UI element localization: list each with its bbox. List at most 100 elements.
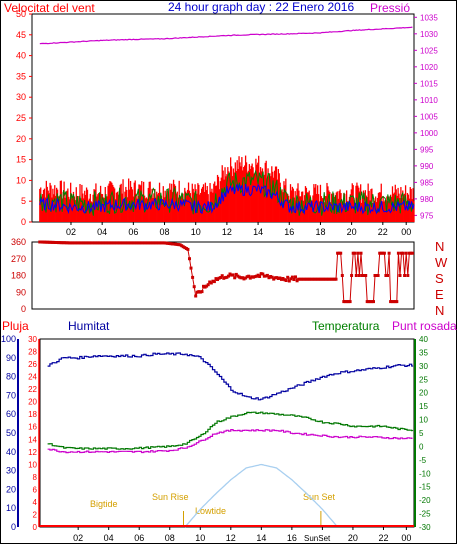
wind-direction-point (205, 284, 209, 288)
wind-direction-point (163, 241, 166, 245)
wind-direction-point (209, 281, 213, 285)
wind-direction-point (227, 274, 230, 278)
wind-axis-tick-label: 20 (16, 134, 26, 144)
solar-radiation-curve (184, 463, 337, 528)
wind-axis-tick-label: 5 (21, 196, 26, 206)
wind-direction-point (247, 274, 251, 278)
wind-direction-point (97, 241, 101, 245)
wind-direction-point (381, 251, 385, 255)
compass-s: S (435, 271, 444, 286)
pressure-axis-tick-label: 980 (420, 195, 434, 204)
wind-direction-point (63, 241, 67, 245)
wind-direction-point (178, 243, 182, 247)
x-axis-tick-label: 08 (165, 533, 175, 543)
wind-direction-point (125, 241, 129, 245)
wind-direction-point (373, 274, 377, 277)
wind-direction-point (61, 241, 65, 245)
wind-direction-point (350, 274, 354, 277)
sunrise-label: Sun Rise (152, 492, 189, 502)
pressure-axis-tick-label: 975 (420, 211, 434, 220)
wind-direction-point (398, 274, 402, 277)
wind-direction-point (284, 279, 288, 282)
wind-direction-point (365, 300, 369, 304)
wind-direction-point (198, 290, 202, 294)
direction-axis-tick-label: 180 (11, 271, 26, 281)
wind-direction-point (219, 276, 223, 279)
wind-direction-point (401, 251, 405, 255)
x-axis-tick-label: 04 (97, 227, 107, 237)
wind-direction-point (348, 300, 352, 304)
x-axis-tick-label: 12 (226, 533, 236, 543)
wind-direction-point (197, 290, 201, 294)
dewpoint-label: Punt rosada (392, 319, 457, 333)
pressure-line (39, 26, 413, 45)
wind-direction-point (233, 276, 237, 280)
wind-direction-point (362, 274, 366, 277)
temperature-axis-tick-label: 25 (419, 375, 428, 384)
wind-direction-point (376, 274, 380, 277)
wind-direction-point (216, 278, 219, 281)
x-axis-tick-label: 22 (378, 227, 388, 237)
wind-direction-point (315, 277, 319, 281)
wind-direction-point (265, 273, 269, 277)
wind-direction-point (133, 241, 137, 245)
wind-direction-point (361, 274, 364, 277)
wind-direction-point (152, 241, 156, 245)
wind-axis-tick-label: 50 (16, 9, 26, 19)
humidity-axis-tick-label: 50 (6, 428, 16, 438)
wind-direction-point (347, 300, 350, 304)
wind-direction-point (318, 277, 322, 281)
pressure-axis-tick-label: 1020 (420, 63, 438, 72)
wind-direction-point (292, 278, 296, 281)
rain-axis-tick-label: 16 (28, 423, 37, 432)
wind-direction-point (301, 277, 305, 281)
wind-direction-point (354, 274, 358, 277)
wind-direction-point (38, 240, 42, 244)
wind-direction-point (287, 279, 291, 283)
wind-direction-point (286, 275, 290, 279)
x-axis-tick-label: 06 (128, 227, 138, 237)
wind-direction-point (188, 257, 191, 261)
wind-direction-point (378, 251, 382, 255)
temperature-axis-tick-label: -25 (419, 510, 431, 519)
wind-direction-point (275, 276, 279, 280)
wind-direction-point (106, 241, 110, 245)
wind-direction-point (244, 276, 248, 280)
wind-direction-point (297, 277, 301, 281)
wind-direction-point (72, 241, 76, 245)
wind-direction-point (166, 241, 170, 245)
wind-direction-point (144, 241, 148, 245)
wind-direction-point (267, 276, 271, 280)
wind-direction-point (80, 241, 84, 245)
humidity-label: Humitat (68, 319, 110, 333)
humidity-axis-tick-label: 60 (6, 409, 16, 419)
wind-direction-point (71, 241, 74, 245)
rain-axis-tick-label: 22 (28, 385, 37, 394)
wind-direction-point (75, 241, 79, 245)
wind-direction-point (382, 251, 386, 255)
wind-direction-point (386, 274, 389, 277)
wind-direction-point (359, 251, 363, 255)
wind-direction-point (91, 241, 95, 245)
temperature-label: Temperatura (312, 319, 380, 333)
wind-direction-point (191, 275, 195, 279)
sunset-label: Sun Set (303, 492, 336, 502)
wind-direction-point (258, 275, 262, 278)
wind-direction-point (328, 277, 332, 281)
wind-direction-point (406, 274, 410, 277)
wind-direction-point (336, 251, 340, 255)
x-axis-tick-label: 00 (401, 227, 411, 237)
wind-direction-point (308, 277, 311, 281)
wind-direction-point (183, 246, 187, 250)
humidity-axis-tick-label: 10 (6, 503, 16, 513)
compass-labels: N W S E N (435, 239, 448, 318)
wind-direction-point (220, 274, 224, 278)
direction-panel-frame (31, 241, 415, 310)
x-axis-tick-label: 10 (195, 533, 205, 543)
wind-direction-point (155, 241, 159, 245)
humidity-line (47, 352, 414, 401)
wind-direction-point (83, 241, 87, 245)
wind-axis-tick-label: 35 (16, 71, 26, 81)
